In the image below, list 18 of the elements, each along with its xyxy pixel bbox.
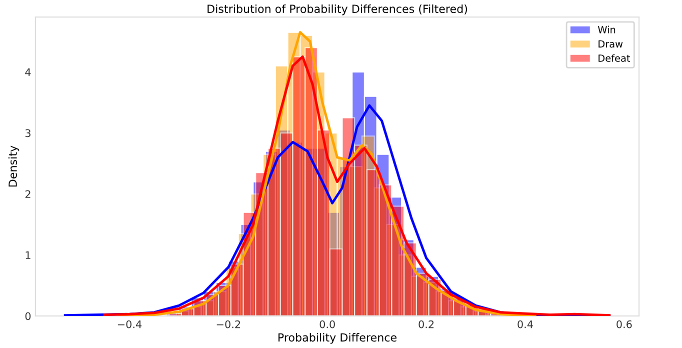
x-tick-label: 0.0 bbox=[320, 320, 335, 328]
line-series bbox=[118, 31, 536, 316]
y-tick-label: 3 bbox=[25, 129, 30, 138]
x-tick-label: 0.2 bbox=[418, 320, 434, 328]
y-tick-label: 4 bbox=[25, 68, 31, 76]
x-tick-label: 0.6 bbox=[616, 320, 632, 328]
x-axis-title: Probability Difference bbox=[278, 333, 397, 344]
x-tick-label: −0.2 bbox=[216, 320, 240, 328]
x-tick-label: −0.4 bbox=[118, 320, 142, 328]
y-tick-label: 1 bbox=[26, 251, 30, 259]
legend-label: Draw bbox=[598, 40, 623, 48]
x-tick-label: 0.4 bbox=[518, 320, 533, 328]
y-axis-title: Density bbox=[8, 146, 20, 187]
legend-label: Win bbox=[598, 26, 616, 34]
chart-title: Distribution of Probability Differences (Filtered) bbox=[208, 4, 468, 16]
legend-label: Defeat bbox=[598, 54, 630, 62]
y-tick-label: 0 bbox=[25, 312, 31, 320]
y-tick-label: 2 bbox=[25, 190, 30, 198]
